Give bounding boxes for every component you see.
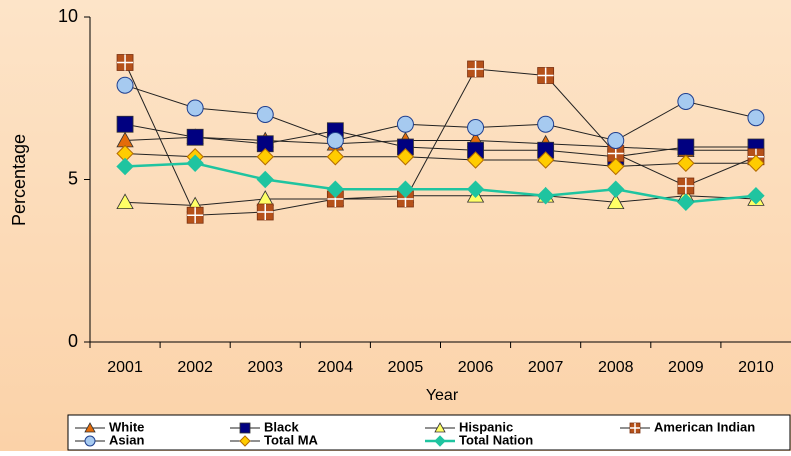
marker [256, 148, 274, 166]
legend-label: Hispanic [459, 419, 513, 434]
marker [396, 115, 414, 133]
marker [326, 180, 345, 198]
series-line [125, 136, 756, 151]
marker [677, 138, 695, 156]
y-tick-label: 0 [68, 331, 78, 351]
y-tick-label: 5 [68, 168, 78, 188]
marker [116, 193, 134, 210]
legend-label: White [109, 419, 144, 434]
marker [747, 109, 765, 127]
series-line [124, 161, 757, 204]
marker-cross [257, 204, 274, 220]
marker [607, 193, 625, 210]
marker [536, 187, 555, 205]
marker [467, 119, 485, 136]
marker [326, 132, 344, 149]
series-line [125, 153, 756, 168]
marker [747, 154, 765, 172]
marker [677, 93, 695, 110]
marker [116, 76, 134, 94]
x-tick-label: 2008 [598, 359, 634, 376]
marker [239, 435, 251, 447]
legend-label: Asian [109, 432, 144, 447]
legend [67, 414, 791, 451]
x-tick-label: 2004 [318, 359, 354, 376]
marker [256, 106, 274, 123]
x-tick-label: 2002 [177, 359, 213, 376]
marker [84, 422, 96, 433]
marker [466, 151, 485, 169]
marker [747, 187, 765, 205]
marker [466, 180, 485, 198]
marker [396, 148, 415, 166]
x-tick-label: 2005 [388, 359, 424, 376]
marker [186, 99, 204, 117]
marker [434, 422, 446, 433]
legend-label: Total MA [264, 432, 319, 447]
marker [186, 128, 204, 146]
legend-label: Total Nation [459, 432, 533, 447]
legend-label: American Indian [654, 419, 755, 434]
marker [396, 180, 415, 198]
marker [116, 157, 134, 176]
y-tick-label: 10 [58, 6, 78, 26]
y-axis-label: Percentage [9, 134, 29, 226]
marker-cross [187, 207, 204, 224]
marker [677, 193, 695, 211]
series-line [125, 195, 756, 207]
marker [239, 422, 251, 434]
marker-cross [677, 178, 694, 194]
x-tick-label: 2003 [247, 359, 283, 376]
marker [186, 154, 204, 172]
marker [677, 154, 695, 172]
x-tick-label: 2009 [668, 359, 704, 376]
marker-cross [630, 423, 640, 433]
marker [256, 170, 274, 189]
marker [607, 132, 625, 149]
marker [537, 115, 555, 133]
marker [326, 148, 345, 166]
series-line [124, 123, 756, 158]
x-tick-label: 2010 [738, 359, 774, 376]
marker [607, 180, 625, 198]
x-tick-label: 2006 [458, 359, 494, 376]
x-tick-label: 2007 [528, 359, 564, 376]
marker [536, 151, 555, 169]
marker [434, 435, 446, 447]
marker [84, 435, 96, 447]
series-line [124, 84, 757, 142]
series-line [124, 62, 757, 216]
marker-cross [467, 61, 484, 77]
x-axis-label: Year [426, 387, 459, 404]
marker [116, 115, 134, 133]
x-tick-label: 2001 [107, 359, 143, 376]
marker [607, 157, 625, 176]
marker-cross [117, 54, 134, 71]
marker-cross [537, 67, 554, 84]
legend-label: Black [264, 419, 299, 434]
